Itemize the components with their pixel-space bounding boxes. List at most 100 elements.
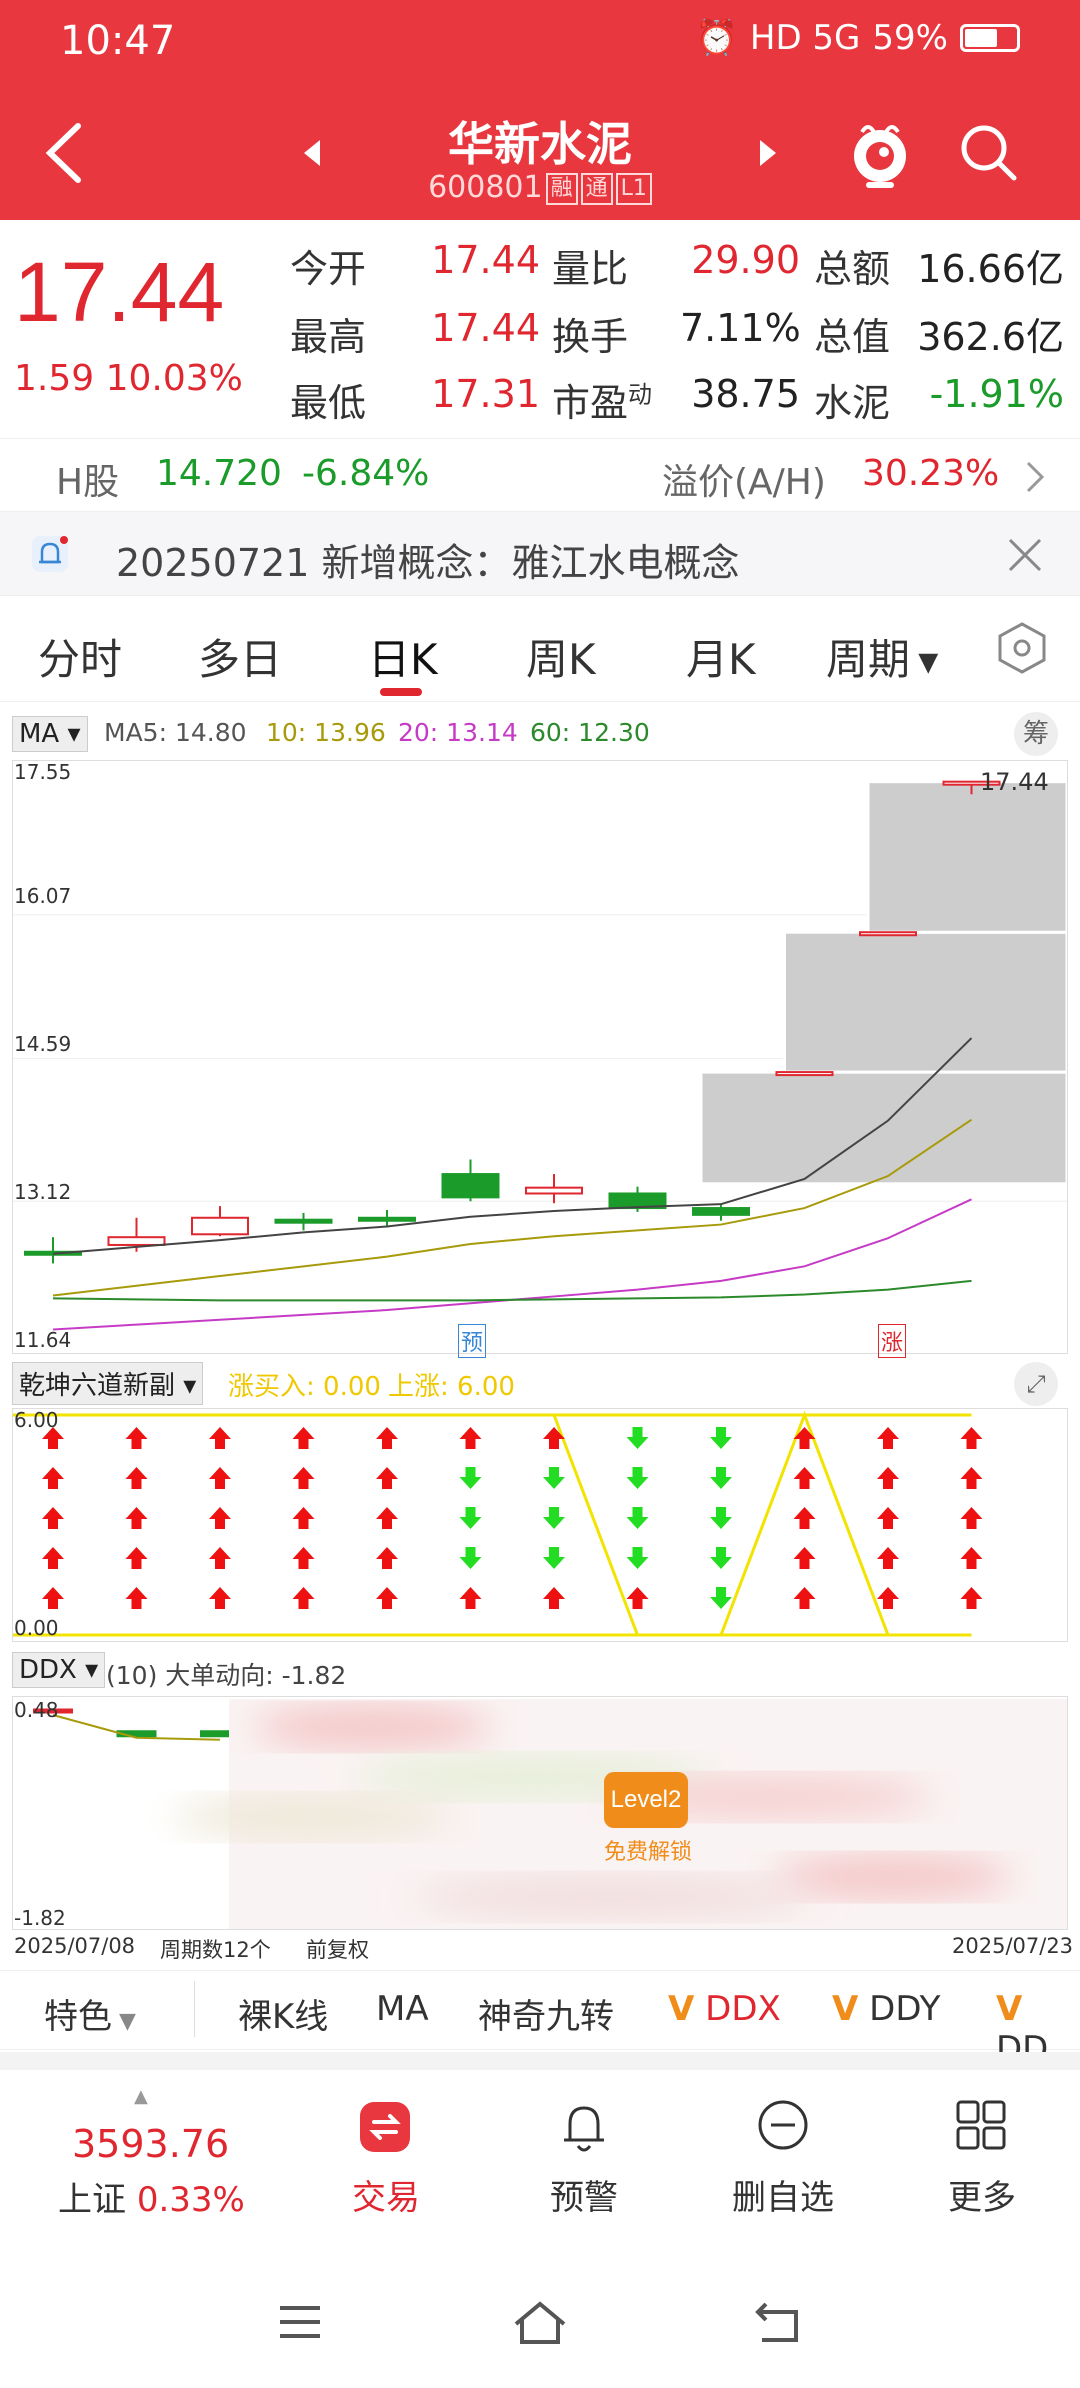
close-icon[interactable]	[1006, 536, 1044, 574]
up-arrow-icon	[209, 1547, 231, 1569]
up-arrow-icon	[793, 1547, 816, 1569]
search-icon[interactable]	[956, 120, 1020, 184]
unlock-label[interactable]: 免费解锁	[604, 1840, 693, 1865]
up-arrow-icon	[877, 1547, 899, 1569]
tab-daily-k[interactable]: 日K	[368, 635, 438, 684]
remove-watchlist-icon[interactable]	[756, 2098, 810, 2152]
down-arrow-icon	[710, 1467, 732, 1489]
h-share-pct: -6.84%	[302, 453, 430, 494]
marker-yu[interactable]: 预	[458, 1324, 487, 1358]
mascot-icon[interactable]	[848, 118, 912, 190]
ddx-axis-bottom: -1.82	[14, 1906, 66, 1930]
tab-weekly-k[interactable]: 周K	[526, 635, 596, 684]
vip-icon: V	[832, 1989, 859, 2029]
up-arrow-icon	[960, 1427, 983, 1449]
vip-icon: V	[996, 1989, 1023, 2029]
down-arrow-icon	[543, 1467, 565, 1489]
up-arrow-icon	[793, 1507, 816, 1529]
candle-body	[191, 1216, 249, 1236]
back-arrow-icon[interactable]	[40, 118, 90, 188]
feature-ddx[interactable]: V DDX	[668, 1989, 781, 2029]
up-arrow-icon	[209, 1467, 231, 1489]
settings-hexagon-icon[interactable]	[996, 620, 1048, 676]
indicator1-chart[interactable]	[12, 1408, 1068, 1642]
kline-chart[interactable]	[12, 760, 1068, 1354]
down-arrow-icon	[626, 1427, 649, 1449]
up-arrow-icon	[209, 1507, 231, 1529]
indicator1-up-label: 上涨: 6.00	[388, 1372, 515, 1402]
sector-label[interactable]: 水泥	[814, 381, 891, 425]
ma5-label: MA5: 14.80	[104, 718, 247, 747]
up-arrow-icon	[793, 1587, 816, 1609]
marker-zhang[interactable]: 涨	[878, 1324, 907, 1358]
last-price: 17.44	[14, 245, 225, 339]
next-stock-icon[interactable]	[756, 138, 780, 168]
down-arrow-icon	[710, 1547, 732, 1569]
network-indicator: HD 5G	[749, 18, 861, 58]
up-arrow-icon	[42, 1547, 64, 1569]
battery-icon	[960, 24, 1020, 52]
menu-icon[interactable]	[276, 2302, 324, 2342]
axis-top: 17.55	[14, 760, 72, 784]
feature-ddy[interactable]: V DDY	[832, 1989, 941, 2029]
bottom-nav: ▲ 3593.76 上证 0.33% 交易 预警 删自选 更多	[0, 2080, 1080, 2230]
bell-notice-icon	[32, 536, 68, 572]
stock-name: 华新水泥	[448, 117, 632, 171]
turnover-label: 换手	[552, 315, 629, 359]
alert-label[interactable]: 预警	[550, 2178, 618, 2218]
down-arrow-icon	[459, 1467, 482, 1489]
active-tab-underline	[380, 688, 422, 696]
more-label[interactable]: 更多	[948, 2178, 1016, 2218]
stock-code: 600801	[428, 170, 543, 205]
tab-intraday[interactable]: 分时	[38, 635, 123, 684]
home-icon[interactable]	[510, 2298, 570, 2346]
tab-monthly-k[interactable]: 月K	[686, 635, 756, 684]
sector-value: -1.91%	[929, 372, 1064, 416]
ma5-line	[52, 1037, 973, 1255]
ddx-chart[interactable]	[12, 1696, 1068, 1930]
feature-ma[interactable]: MA	[376, 1989, 429, 2029]
ind1-axis-top: 6.00	[14, 1408, 59, 1432]
trade-label[interactable]: 交易	[352, 2178, 420, 2218]
concept-notice[interactable]: 20250721 新增概念：雅江水电概念	[0, 512, 1080, 596]
ddx-axis-top: 0.48	[14, 1698, 59, 1722]
up-arrow-icon	[877, 1467, 899, 1489]
back-nav-icon[interactable]	[752, 2298, 804, 2346]
candle-body	[859, 931, 917, 937]
index-value[interactable]: 3593.76	[72, 2122, 230, 2166]
remove-watchlist-label[interactable]: 删自选	[732, 2178, 834, 2218]
level2-badge[interactable]: Level2	[604, 1772, 688, 1828]
feature-bare-k[interactable]: 裸K线	[238, 1997, 329, 2037]
chip-button[interactable]: 筹	[1014, 712, 1058, 756]
up-arrow-icon	[459, 1427, 482, 1449]
down-arrow-icon	[626, 1507, 649, 1529]
battery-percent: 59%	[872, 18, 948, 58]
alert-bell-icon[interactable]	[558, 2098, 610, 2156]
ma20-line	[52, 1198, 972, 1331]
market-cap-value: 362.6亿	[917, 315, 1064, 359]
tab-period[interactable]: 周期 ▼	[826, 635, 939, 684]
feature-select[interactable]: 特色 ▼	[44, 1997, 136, 2037]
expand-icon[interactable]: ⤢	[1014, 1362, 1058, 1406]
candle-body	[274, 1218, 333, 1224]
tag-margin: 融	[545, 172, 578, 205]
blur-blob	[773, 1855, 1013, 1899]
up-arrow-icon	[292, 1427, 315, 1449]
ddx-select[interactable]: DDX ▾	[12, 1652, 106, 1688]
up-arrow-icon	[42, 1507, 64, 1529]
ma10-line	[52, 1118, 973, 1297]
turnover-amount-label: 总额	[814, 247, 891, 291]
indicator1-select[interactable]: 乾坤六道新副 ▾	[12, 1362, 204, 1405]
h-share-row[interactable]: H股 14.720 -6.84% 溢价(A/H) 30.23%	[0, 438, 1080, 512]
up-arrow-icon	[292, 1467, 315, 1489]
high-label: 最高	[290, 315, 367, 359]
tab-multiday[interactable]: 多日	[198, 635, 283, 684]
ma60-line	[52, 1279, 972, 1302]
trade-icon[interactable]	[360, 2102, 410, 2152]
index-line[interactable]: 上证 0.33%	[58, 2180, 245, 2220]
up-arrow-icon	[42, 1427, 64, 1449]
prev-stock-icon[interactable]	[300, 138, 324, 168]
feature-magic-nine[interactable]: 神奇九转	[478, 1997, 614, 2037]
ma-select[interactable]: MA ▾	[12, 716, 88, 752]
more-grid-icon[interactable]	[954, 2098, 1008, 2152]
